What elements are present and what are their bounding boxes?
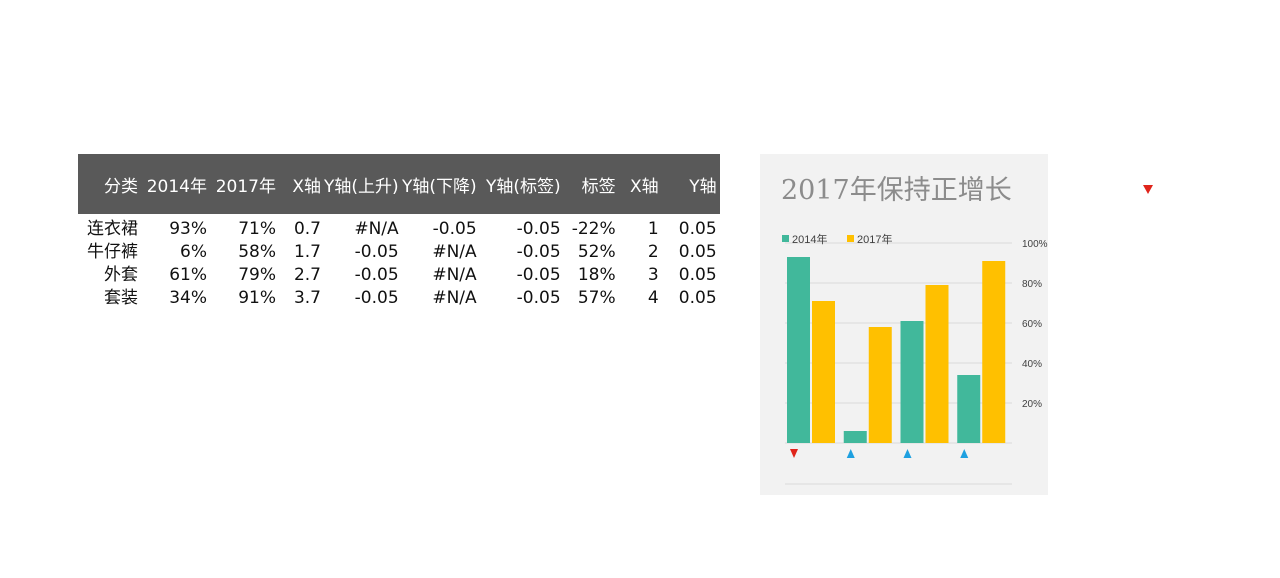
header-x-axis-2[interactable]: X轴 — [618, 154, 662, 214]
table-cell[interactable]: 0.05 — [678, 219, 717, 239]
table-cell[interactable]: 1.7 — [293, 242, 321, 262]
table-row: 连衣裙 93% 71% 0.7 #N/A -0.05 -0.05 -22% 1 … — [78, 214, 720, 241]
table-cell[interactable]: 连衣裙 — [87, 219, 138, 239]
y-tick-label: 80% — [1022, 279, 1042, 290]
legend-swatch — [782, 235, 789, 242]
bar-2014 — [957, 375, 981, 443]
table-cell[interactable]: 93% — [169, 219, 207, 239]
header-x-axis[interactable]: X轴 — [279, 154, 324, 214]
stray-down-marker-icon[interactable] — [1143, 185, 1153, 194]
header-y-label[interactable]: Y轴(标签) — [479, 154, 564, 214]
table-cell[interactable]: -0.05 — [516, 219, 561, 239]
table-cell[interactable]: 4 — [647, 288, 659, 308]
table-cell[interactable]: 79% — [238, 265, 276, 285]
table-cell[interactable]: 58% — [238, 242, 276, 262]
table-cell[interactable]: 6% — [180, 242, 207, 262]
table-cell[interactable]: 52% — [577, 242, 616, 262]
bar-2017 — [982, 261, 1006, 443]
chart-plot: 20% 40% 60% 80% 100% 2014年 2017年 — [782, 232, 1048, 485]
table-cell[interactable]: 0.7 — [293, 219, 321, 239]
chart-area[interactable]: 2017年保持正增长 20% 40% 60% 80% 100% 2014年 2017年 — [760, 154, 1048, 495]
table-row: 牛仔裤 6% 58% 1.7 -0.05 #N/A -0.05 52% 2 0.… — [78, 241, 720, 264]
table-cell[interactable]: -0.05 — [432, 219, 477, 239]
table-cell[interactable]: #N/A — [432, 265, 477, 285]
header-y-down[interactable]: Y轴(下降) — [401, 154, 480, 214]
table-header-row: 分类 2014年 2017年 X轴 Y轴(上升) Y轴(下降) Y轴(标签) 标… — [78, 154, 720, 214]
bar-2014 — [787, 257, 810, 443]
table-cell[interactable]: #N/A — [432, 288, 477, 308]
table-row: 外套 61% 79% 2.7 -0.05 #N/A -0.05 18% 3 0.… — [78, 264, 720, 287]
header-category[interactable]: 分类 — [78, 154, 141, 214]
table-cell[interactable]: 2.7 — [293, 265, 321, 285]
table-cell[interactable]: 2 — [647, 242, 659, 262]
bar-2017 — [812, 301, 835, 443]
table-cell[interactable]: -0.05 — [516, 288, 561, 308]
table-cell[interactable]: 套装 — [104, 288, 138, 308]
header-label[interactable]: 标签 — [563, 154, 619, 214]
y-tick-label: 100% — [1022, 239, 1048, 250]
table-cell[interactable]: -0.05 — [516, 265, 561, 285]
y-tick-label: 60% — [1022, 319, 1042, 330]
y-tick-label: 20% — [1022, 399, 1042, 410]
table-cell[interactable]: 71% — [238, 219, 276, 239]
table-cell[interactable]: 0.05 — [678, 288, 717, 308]
table-cell[interactable]: 1 — [647, 219, 659, 239]
down-triangle-icon — [790, 449, 798, 458]
table-cell[interactable]: 18% — [577, 265, 616, 285]
table-cell[interactable]: 91% — [238, 288, 276, 308]
header-2014[interactable]: 2014年 — [141, 154, 210, 214]
table-cell[interactable]: #N/A — [354, 219, 399, 239]
bar-2017 — [868, 327, 892, 443]
table-cell[interactable]: 牛仔裤 — [87, 242, 138, 262]
legend-label: 2017年 — [857, 232, 892, 246]
legend-swatch — [847, 235, 854, 242]
table-cell[interactable]: 34% — [169, 288, 207, 308]
table-cell[interactable]: 57% — [577, 288, 616, 308]
bar-2017 — [925, 285, 949, 443]
bar-2014 — [843, 431, 867, 443]
header-y-up[interactable]: Y轴(上升) — [324, 154, 402, 214]
table-cell[interactable]: -0.05 — [516, 242, 561, 262]
header-y-axis[interactable]: Y轴 — [661, 154, 720, 214]
table-cell[interactable]: -0.05 — [354, 288, 399, 308]
header-2017[interactable]: 2017年 — [210, 154, 279, 214]
table-cell[interactable]: -22% — [571, 219, 616, 239]
bar-2014 — [900, 321, 924, 443]
table-cell[interactable]: 0.05 — [678, 242, 717, 262]
up-triangle-icon — [960, 449, 969, 458]
table-cell[interactable]: 外套 — [104, 265, 138, 285]
up-triangle-icon — [846, 449, 855, 458]
table-cell[interactable]: -0.05 — [354, 265, 399, 285]
data-table: 分类 2014年 2017年 X轴 Y轴(上升) Y轴(下降) Y轴(标签) 标… — [78, 154, 720, 310]
table-cell[interactable]: 3.7 — [293, 288, 321, 308]
table-row: 套装 34% 91% 3.7 -0.05 #N/A -0.05 57% 4 0.… — [78, 287, 720, 310]
y-tick-label: 40% — [1022, 359, 1042, 370]
legend-label: 2014年 — [792, 232, 827, 246]
up-triangle-icon — [903, 449, 912, 458]
table-cell[interactable]: -0.05 — [354, 242, 399, 262]
table-cell[interactable]: 0.05 — [678, 265, 717, 285]
chart-title: 2017年保持正增长 — [781, 175, 1012, 206]
table-cell[interactable]: 61% — [169, 265, 207, 285]
table-cell[interactable]: 3 — [647, 265, 659, 285]
table-cell[interactable]: #N/A — [432, 242, 477, 262]
